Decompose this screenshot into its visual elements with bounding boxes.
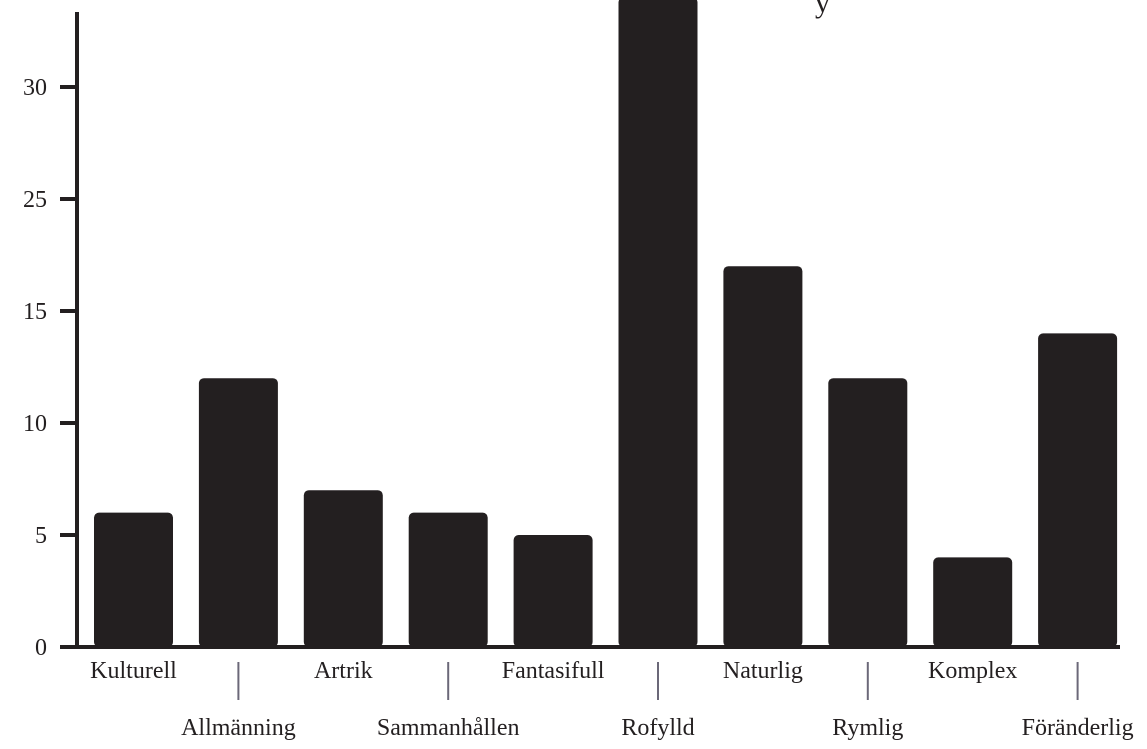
category-label: Komplex (928, 658, 1017, 684)
y-tick-label: 30 (23, 75, 47, 101)
y-tick-label: 5 (35, 523, 47, 549)
y-tick-label: 0 (35, 635, 47, 661)
bar-sammanhållen (408, 512, 488, 647)
chart-title-fragment: y (815, 0, 830, 19)
bar-rofylld (618, 0, 698, 647)
y-tick-label: 10 (23, 411, 47, 437)
category-label: Rofylld (621, 715, 694, 741)
category-label: Sammanhållen (377, 715, 520, 741)
bar-allmänning (198, 378, 278, 647)
y-tick-label: 15 (23, 299, 47, 325)
bars (94, 0, 1118, 647)
x-axis-labels: Kulturell Allmänning Artrik Sammanhållen Fan… (90, 658, 1133, 741)
bar-föränderlig (1038, 333, 1118, 647)
category-label: Naturlig (723, 658, 803, 684)
category-label: Föränderlig (1022, 715, 1134, 741)
bar-komplex (933, 557, 1013, 647)
category-label: Artrik (314, 658, 373, 684)
y-tick-label: 25 (23, 187, 47, 213)
bar-artrik (303, 490, 383, 647)
category-label: Allmänning (181, 715, 296, 741)
bar-fantasifull (513, 535, 593, 647)
category-label: Fantasifull (502, 658, 605, 684)
bar-naturlig (723, 266, 803, 647)
category-label: Kulturell (90, 658, 177, 684)
category-label: Rymlig (832, 715, 903, 741)
bar-kulturell (94, 512, 173, 647)
bar-rymlig (828, 378, 908, 647)
